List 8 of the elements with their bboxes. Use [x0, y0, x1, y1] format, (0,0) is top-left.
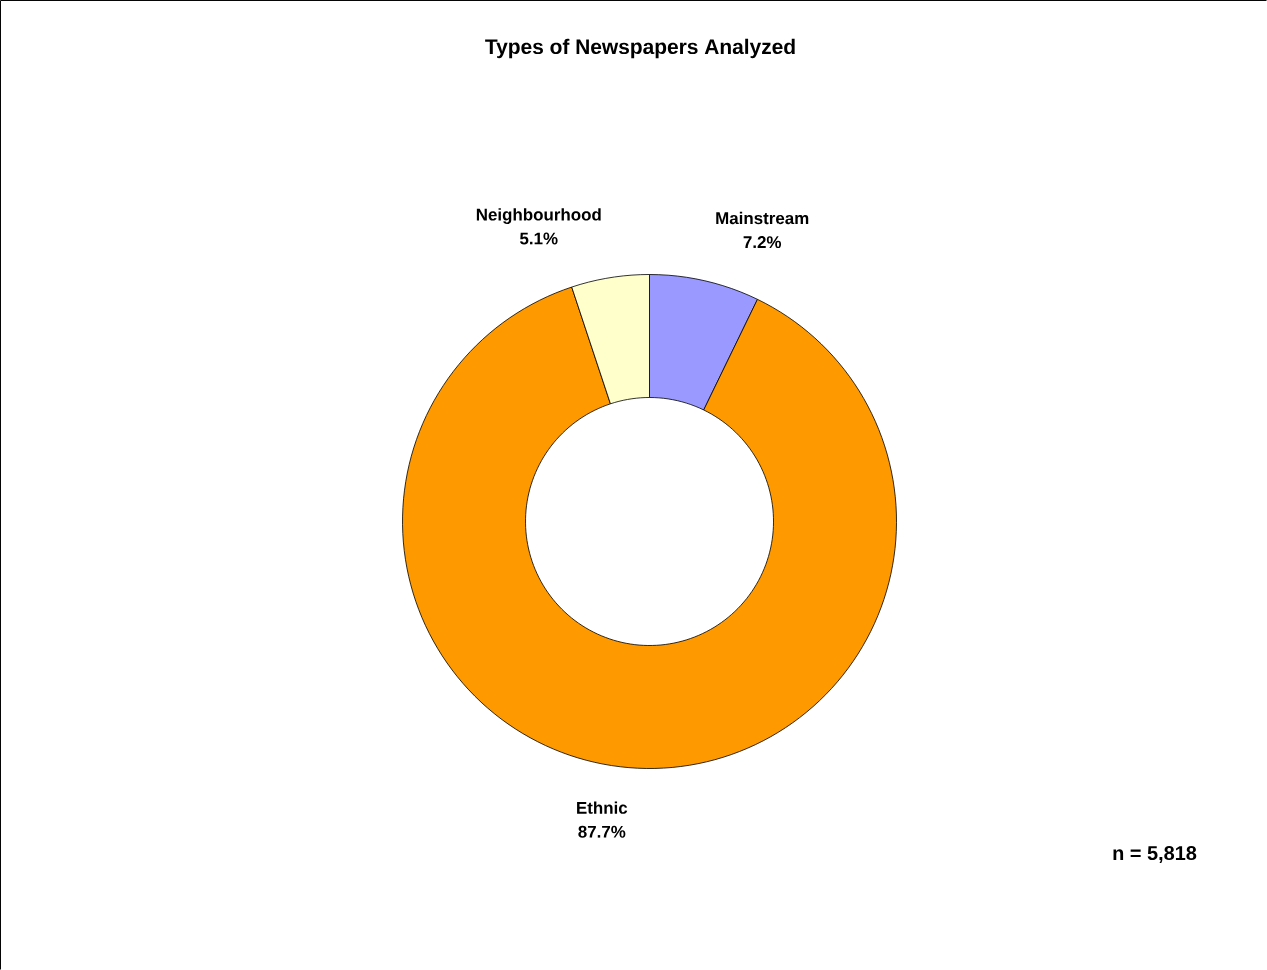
- slice-label: Neighbourhood: [476, 208, 601, 224]
- slice-label: Ethnic: [577, 801, 628, 814]
- data-label: 7.2%: [743, 236, 782, 249]
- data-label: 5.1%: [519, 232, 558, 245]
- data-label: 87.7%: [578, 825, 626, 838]
- chart-title: Types of Newspapers Analyzed: [485, 38, 795, 59]
- text: n = 5,818: [1113, 846, 1197, 863]
- slice-label: Mainstream: [716, 211, 809, 225]
